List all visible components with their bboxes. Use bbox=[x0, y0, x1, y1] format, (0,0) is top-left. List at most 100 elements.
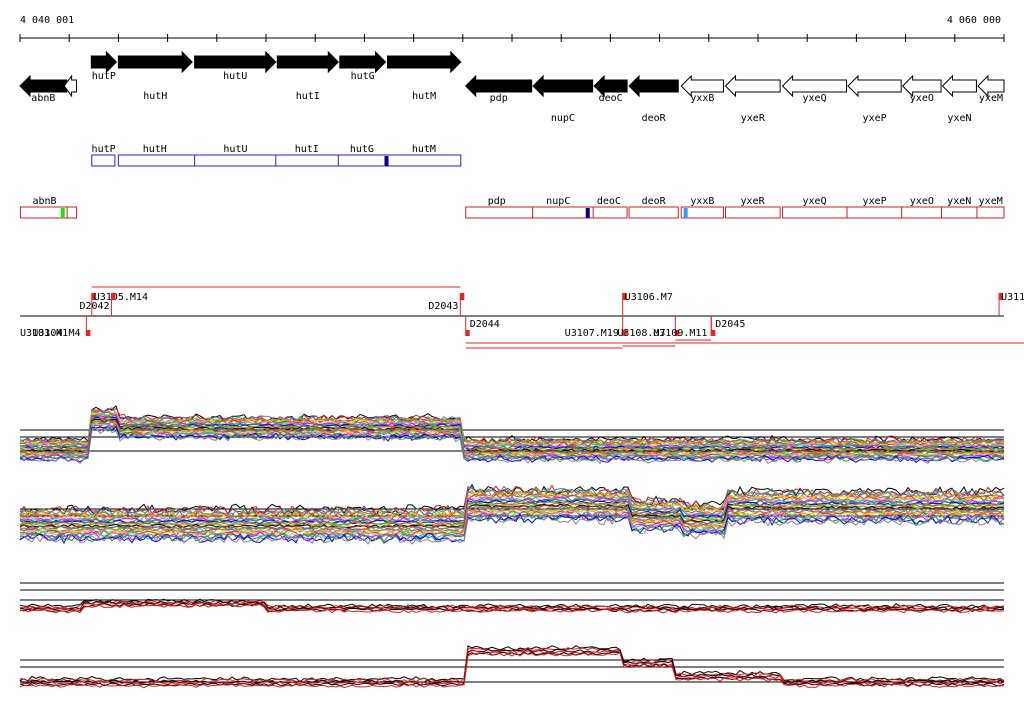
gene-arrow[interactable] bbox=[532, 74, 594, 98]
gene-label: deoC bbox=[599, 93, 623, 104]
gene-arrow[interactable] bbox=[465, 74, 533, 98]
gene-label: deoR bbox=[642, 113, 667, 124]
gene-arrow[interactable] bbox=[386, 50, 462, 74]
operon-box[interactable] bbox=[465, 206, 628, 219]
feature-label: U3108.M7 bbox=[617, 328, 665, 339]
signal-trace bbox=[19, 418, 1005, 452]
feature-label: U3109.M11 bbox=[653, 328, 707, 339]
overlapping-feature-label: U3103.M1 bbox=[20, 328, 68, 339]
gene-label: nupC bbox=[551, 113, 575, 124]
gene-label: yxeR bbox=[741, 113, 766, 124]
gene-label: pdp bbox=[490, 93, 508, 104]
operon-label: yxeR bbox=[741, 196, 766, 207]
gene-label: hutP bbox=[92, 71, 116, 82]
feature-flag[interactable] bbox=[460, 293, 465, 300]
operon-label: yxeN bbox=[947, 196, 971, 207]
signal-trace bbox=[19, 507, 1005, 535]
gene-arrow[interactable] bbox=[628, 74, 679, 98]
feature-flag[interactable] bbox=[111, 293, 116, 300]
gene-arrow[interactable] bbox=[680, 74, 725, 98]
feature-flag[interactable] bbox=[711, 330, 716, 336]
operon-mark bbox=[384, 156, 389, 166]
operon-mark bbox=[60, 208, 65, 218]
operon-label: yxeQ bbox=[803, 196, 827, 207]
gene-arrow[interactable] bbox=[90, 50, 118, 74]
gene-arrow[interactable] bbox=[781, 74, 848, 98]
operon-box[interactable] bbox=[725, 206, 781, 219]
gene-arrow[interactable] bbox=[593, 74, 628, 98]
gene-arrow[interactable] bbox=[339, 50, 387, 74]
gene-arrow[interactable] bbox=[19, 74, 68, 98]
operon-box[interactable] bbox=[91, 154, 116, 167]
signal-trace bbox=[19, 650, 1005, 686]
gene-arrow[interactable] bbox=[724, 74, 781, 98]
gene-arrow[interactable] bbox=[901, 74, 942, 98]
gene-annotation-track: abnB hutP hutH hutU hutI hutG hutM pdp nupC deoC d… bbox=[19, 50, 1005, 124]
expression-signal-tracks bbox=[19, 405, 1005, 689]
gene-arrow[interactable] bbox=[117, 50, 193, 74]
feature-flag[interactable] bbox=[465, 330, 470, 336]
operon-label: yxeM bbox=[979, 196, 1003, 207]
feature-flag[interactable] bbox=[91, 293, 96, 300]
feature-label: U3106.M7 bbox=[625, 292, 673, 303]
signal-trace bbox=[19, 505, 1005, 533]
operon-track-red: abnB pdp nupC deoC deoR yxxB yxeR yxeQ yxeP yxeO y… bbox=[19, 196, 1005, 219]
operon-label: yxeO bbox=[910, 196, 934, 207]
gene-arrow[interactable] bbox=[977, 74, 1005, 98]
signal-trace bbox=[19, 603, 1005, 614]
signal-trace bbox=[19, 509, 1005, 539]
gene-arrow[interactable] bbox=[276, 50, 339, 74]
signal-trace bbox=[19, 405, 1005, 445]
axis-start-label: 4 040 001 bbox=[20, 15, 74, 26]
operon-label: deoC bbox=[597, 196, 621, 207]
operon-label: deoR bbox=[642, 196, 667, 207]
signal-trace bbox=[19, 602, 1005, 613]
operon-label: hutU bbox=[223, 144, 247, 155]
feature-flag[interactable] bbox=[675, 330, 680, 336]
gene-arrow[interactable] bbox=[194, 50, 277, 74]
signal-trace bbox=[19, 426, 1005, 465]
operon-mark bbox=[585, 208, 590, 218]
gene-label: hutM bbox=[412, 91, 436, 102]
operon-mark bbox=[683, 208, 688, 218]
feature-label: U3104.M4 bbox=[32, 328, 80, 339]
signal-trace bbox=[20, 599, 1005, 610]
operon-label: nupC bbox=[546, 196, 570, 207]
feature-label: D2044 bbox=[470, 319, 500, 330]
signal-trace bbox=[19, 513, 1005, 545]
feature-flag[interactable] bbox=[622, 330, 627, 336]
feature-label: U3107.M19 bbox=[565, 328, 619, 339]
operon-box[interactable] bbox=[117, 154, 462, 167]
gene-label: abnB bbox=[31, 93, 55, 104]
operon-box[interactable] bbox=[680, 206, 725, 219]
operon-box[interactable] bbox=[628, 206, 679, 219]
operon-label: hutG bbox=[350, 144, 374, 155]
gene-label: hutH bbox=[143, 91, 167, 102]
gene-label: hutI bbox=[296, 91, 320, 102]
signal-trace bbox=[19, 500, 1005, 526]
feature-flag[interactable] bbox=[999, 293, 1004, 300]
operon-label: hutM bbox=[412, 144, 436, 155]
feature-flag[interactable] bbox=[622, 293, 627, 300]
signal-trace bbox=[19, 407, 1005, 446]
operon-label: pdp bbox=[488, 196, 506, 207]
gene-label: yxeN bbox=[947, 113, 971, 124]
feature-label: U311 bbox=[1001, 292, 1024, 303]
gene-label: yxeO bbox=[910, 93, 934, 104]
feature-flag[interactable] bbox=[86, 330, 91, 336]
gene-arrow[interactable] bbox=[941, 74, 977, 98]
gene-arrow[interactable] bbox=[63, 74, 78, 98]
axis-end-label: 4 060 000 bbox=[947, 15, 1001, 26]
gene-arrow[interactable] bbox=[847, 74, 902, 98]
operon-label: hutH bbox=[143, 144, 167, 155]
signal-trace bbox=[19, 651, 1005, 689]
operon-label: yxxB bbox=[690, 196, 714, 207]
operon-label: hutI bbox=[295, 144, 319, 155]
operon-box[interactable] bbox=[782, 206, 1005, 219]
gene-label: yxeP bbox=[863, 113, 887, 124]
operon-label: hutP bbox=[92, 144, 116, 155]
feature-label: D2045 bbox=[715, 319, 745, 330]
operon-box[interactable] bbox=[19, 206, 78, 219]
